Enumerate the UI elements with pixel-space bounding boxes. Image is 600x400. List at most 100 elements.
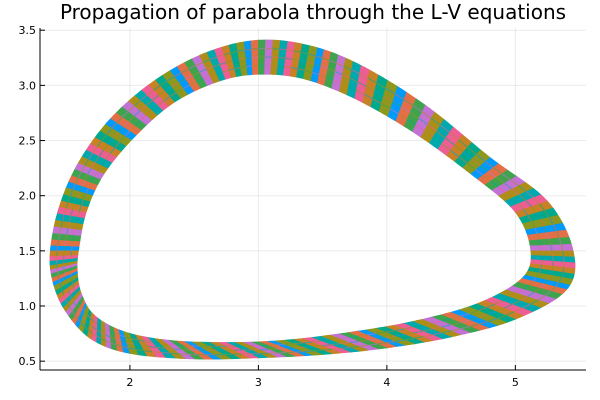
band-texture <box>216 72 220 75</box>
band-texture <box>140 97 145 101</box>
band-texture <box>163 98 168 102</box>
band-texture <box>96 143 100 148</box>
band-texture <box>378 92 384 97</box>
band-texture <box>334 338 340 341</box>
band-texture <box>459 314 465 317</box>
band-texture <box>538 239 541 243</box>
band-texture <box>111 331 115 334</box>
band-texture <box>81 199 85 203</box>
band-texture <box>458 148 464 153</box>
band-texture <box>445 318 451 321</box>
band-texture <box>488 164 494 169</box>
band-texture <box>484 160 490 165</box>
band-texture <box>417 330 423 333</box>
band-texture <box>533 209 537 214</box>
band-texture <box>140 344 145 347</box>
band-texture <box>72 237 74 241</box>
band-texture <box>371 79 377 84</box>
band-texture <box>509 294 514 298</box>
band-texture <box>86 187 90 192</box>
band-texture <box>402 116 408 121</box>
band-texture <box>511 302 517 306</box>
band-texture <box>77 213 80 217</box>
band-texture <box>318 74 323 77</box>
band-texture <box>72 206 75 210</box>
band-texture <box>193 81 197 84</box>
band-texture <box>458 139 464 145</box>
band-texture <box>450 323 456 326</box>
band-texture <box>547 235 550 240</box>
band-texture <box>444 128 450 134</box>
band-texture <box>308 70 313 73</box>
band-texture <box>83 325 87 329</box>
band-texture <box>534 227 537 232</box>
band-texture <box>376 332 382 335</box>
band-texture <box>511 197 516 202</box>
band-texture <box>325 76 331 80</box>
band-texture <box>480 157 486 162</box>
band-texture <box>311 71 316 75</box>
band-texture <box>91 332 95 335</box>
band-texture <box>76 216 79 220</box>
band-texture <box>103 134 108 138</box>
band-texture <box>85 173 89 178</box>
band-texture <box>122 335 126 338</box>
band-texture <box>62 292 65 296</box>
band-texture <box>537 272 540 276</box>
band-texture <box>370 88 375 92</box>
band-texture <box>346 75 351 79</box>
band-texture <box>548 274 551 278</box>
band-texture <box>477 308 483 312</box>
band-texture <box>533 299 539 303</box>
band-texture <box>80 168 84 172</box>
band-texture <box>78 300 81 303</box>
band-texture <box>526 294 532 298</box>
band-texture <box>561 272 564 276</box>
band-texture <box>495 177 501 181</box>
band-texture <box>192 73 197 76</box>
band-texture <box>125 120 130 125</box>
band-texture <box>445 146 451 151</box>
band-texture <box>530 301 535 305</box>
band-texture <box>539 285 543 289</box>
band-texture <box>185 76 190 80</box>
band-texture <box>462 143 468 148</box>
band-texture <box>514 200 519 205</box>
band-texture <box>82 179 86 184</box>
band-texture <box>377 342 382 345</box>
band-texture <box>116 119 121 124</box>
band-texture <box>107 335 111 338</box>
series-10 <box>53 41 574 360</box>
band-texture <box>550 220 554 225</box>
band-texture <box>67 198 70 203</box>
band-texture <box>76 177 79 181</box>
band-texture <box>364 93 369 98</box>
band-texture <box>381 336 387 339</box>
band-texture <box>529 218 533 222</box>
band-texture <box>458 156 464 161</box>
band-texture <box>242 57 246 60</box>
band-texture <box>156 84 161 89</box>
band-texture <box>322 57 327 60</box>
band-texture <box>290 49 294 52</box>
band-texture <box>427 328 432 331</box>
band-texture <box>240 66 244 69</box>
band-texture <box>58 236 60 240</box>
band-texture <box>89 331 93 334</box>
band-texture <box>72 312 76 316</box>
band-texture <box>134 102 139 107</box>
band-texture <box>96 323 100 326</box>
band-texture <box>117 339 121 342</box>
band-texture <box>114 332 118 335</box>
band-texture <box>74 200 77 204</box>
band-texture <box>68 218 71 222</box>
band-texture <box>517 203 522 208</box>
band-texture <box>136 344 141 346</box>
band-texture <box>213 64 217 68</box>
band-texture <box>89 167 92 172</box>
band-texture <box>507 303 513 307</box>
band-texture <box>325 58 330 62</box>
band-texture <box>166 78 172 82</box>
band-texture <box>436 326 442 329</box>
band-texture <box>362 339 368 342</box>
